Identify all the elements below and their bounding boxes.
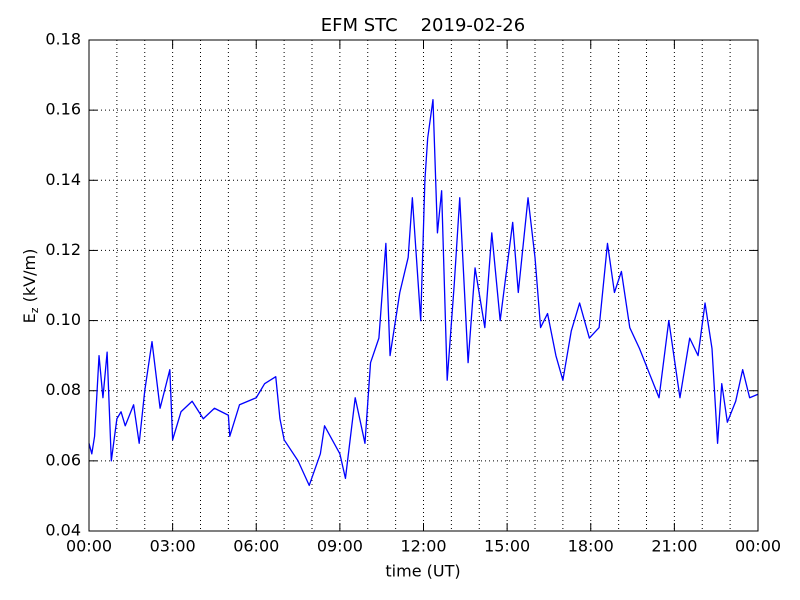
y-tick-label: 0.06 xyxy=(45,450,81,469)
x-tick-label: 18:00 xyxy=(568,537,614,556)
y-tick-label: 0.14 xyxy=(45,170,81,189)
y-tick-label: 0.18 xyxy=(45,30,81,49)
y-axis-label: Ez (kV/m) xyxy=(20,249,42,324)
y-label-main: E xyxy=(20,313,39,323)
x-tick-label: 03:00 xyxy=(150,537,196,556)
y-label-unit: (kV/m) xyxy=(20,249,39,308)
y-tick-label: 0.10 xyxy=(45,310,81,329)
x-tick-label: 12:00 xyxy=(400,537,446,556)
x-tick-label: 21:00 xyxy=(651,537,697,556)
y-tick-label: 0.08 xyxy=(45,380,81,399)
x-tick-label: 00:00 xyxy=(735,537,781,556)
x-tick-label: 06:00 xyxy=(233,537,279,556)
y-label-sub: z xyxy=(28,307,41,313)
y-tick-label: 0.04 xyxy=(45,521,81,540)
y-tick-label: 0.16 xyxy=(45,100,81,119)
x-tick-label: 15:00 xyxy=(484,537,530,556)
chart-title: EFM STC 2019-02-26 xyxy=(321,15,525,36)
x-tick-label: 00:00 xyxy=(66,537,112,556)
x-axis-label: time (UT) xyxy=(385,562,460,581)
y-tick-label: 0.12 xyxy=(45,240,81,259)
x-tick-label: 09:00 xyxy=(317,537,363,556)
plot-frame xyxy=(88,39,759,532)
data-line xyxy=(88,98,759,487)
